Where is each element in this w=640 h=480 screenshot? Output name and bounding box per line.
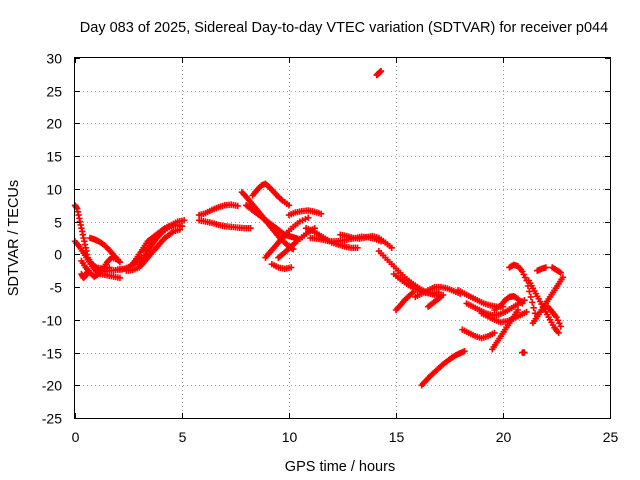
data-point (523, 308, 530, 316)
data-point (116, 259, 124, 266)
series-arc-07 (123, 226, 184, 274)
series-arc-34 (459, 326, 498, 342)
data-point (234, 202, 241, 210)
data-point (84, 268, 92, 275)
y-tick-label: -25 (42, 411, 62, 427)
data-point (116, 274, 124, 282)
series-arc-33 (489, 306, 522, 353)
data-point (519, 300, 526, 307)
series-arc-17 (285, 207, 325, 219)
data-point (354, 244, 361, 252)
data-points (71, 67, 567, 389)
data-point (377, 67, 385, 75)
data-point (514, 306, 522, 314)
data-point (542, 264, 549, 271)
x-tick-label: 25 (603, 429, 619, 445)
y-tick-label: 15 (46, 149, 62, 165)
data-point (559, 274, 567, 281)
y-tick-label: 0 (54, 247, 62, 263)
data-point (285, 202, 293, 209)
y-tick-label: 5 (54, 215, 62, 231)
y-tick-label: 30 (46, 51, 62, 67)
data-point (317, 210, 325, 217)
data-point (409, 289, 417, 296)
series-arc-04 (86, 234, 124, 266)
data-point (557, 323, 564, 330)
data-point (557, 269, 564, 276)
x-tick-label: 15 (389, 429, 405, 445)
series-arc-09 (142, 221, 186, 255)
data-point (388, 244, 395, 252)
series-arc-32 (491, 293, 526, 314)
series-arc-38 (529, 274, 567, 327)
series-arc-25 (392, 289, 417, 314)
data-point (305, 214, 312, 221)
y-tick-label: 10 (46, 182, 62, 198)
series-arc-41 (544, 303, 564, 330)
data-point (180, 217, 188, 224)
plot-frame (74, 57, 611, 419)
y-tick-label: -10 (42, 313, 62, 329)
data-point (461, 348, 468, 355)
series-arc-10 (195, 201, 241, 219)
data-point (521, 349, 528, 356)
x-axis-label: GPS time / hours (285, 459, 395, 475)
data-point (527, 293, 535, 301)
series-arc-36 (519, 349, 528, 356)
series-arc-18 (268, 260, 295, 272)
data-point (491, 329, 498, 337)
series-arc-21 (337, 231, 395, 252)
data-point-interp (530, 304, 537, 312)
series-arc-39 (534, 264, 549, 274)
data-point (287, 264, 295, 271)
x-tick-label: 5 (179, 429, 187, 445)
series-arc-28 (418, 348, 468, 389)
series-arc-35 (506, 261, 539, 317)
data-point (247, 224, 254, 232)
y-tick-label: -20 (42, 378, 62, 394)
y-tick-label: 20 (46, 116, 62, 132)
y-tick-label: -5 (50, 280, 63, 296)
data-point (555, 329, 562, 337)
series-arc-40 (549, 264, 564, 276)
series-arc-22 (373, 67, 385, 79)
data-point (178, 223, 186, 230)
x-tick-label: 20 (496, 429, 512, 445)
chart-title: Day 083 of 2025, Sidereal Day-to-day VTE… (80, 20, 608, 36)
x-tick-label: 10 (282, 429, 298, 445)
data-point (437, 293, 445, 301)
series-arc-15 (262, 214, 312, 261)
x-tick-label: 0 (72, 429, 80, 445)
series-arc-27 (424, 293, 445, 310)
series-arc-14 (249, 180, 293, 209)
y-tick-label: 25 (46, 84, 62, 100)
y-tick-label: -15 (42, 346, 62, 362)
data-point (531, 310, 539, 317)
data-point-interp (529, 299, 536, 306)
series-arc-11 (195, 217, 254, 232)
series-arc-42 (78, 268, 92, 282)
axis-ticks: 0 5 10 15 20 25 -25 -20 -15 -10 -5 0 5 10 15 20 25 30 (42, 51, 619, 446)
y-axis-label: SDTVAR / TECUs (6, 180, 22, 296)
